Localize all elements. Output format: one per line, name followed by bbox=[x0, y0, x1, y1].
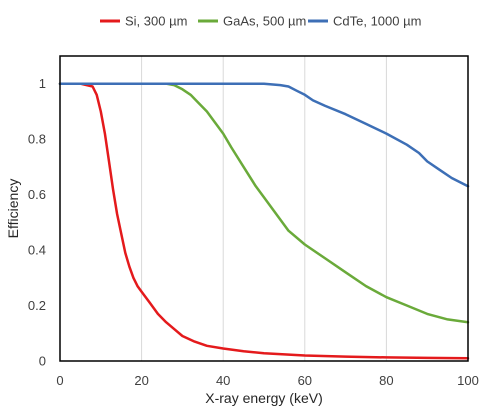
x-tick-label: 80 bbox=[379, 373, 393, 388]
series-line-0 bbox=[58, 82, 470, 360]
series-layer bbox=[58, 82, 470, 360]
y-tick-label: 0 bbox=[39, 354, 46, 369]
y-tick-label: 0.2 bbox=[28, 298, 46, 313]
y-axis-title: Efficiency bbox=[5, 179, 21, 239]
x-tick-label: 0 bbox=[56, 373, 63, 388]
tick-layer: 0 20 40 60 80 100 0 0.2 0.4 0.6 0.8 1 bbox=[28, 76, 479, 388]
y-tick-label: 0.4 bbox=[28, 243, 46, 258]
x-axis-title: X-ray energy (keV) bbox=[205, 390, 322, 406]
y-tick-label: 0.8 bbox=[28, 132, 46, 147]
series-line-1 bbox=[58, 82, 470, 324]
legend: Si, 300 µm GaAs, 500 µm CdTe, 1000 µm bbox=[100, 14, 421, 29]
x-tick-label: 100 bbox=[457, 373, 479, 388]
legend-label-1: GaAs, 500 µm bbox=[223, 14, 306, 29]
x-tick-label: 60 bbox=[298, 373, 312, 388]
y-tick-label: 1 bbox=[39, 76, 46, 91]
legend-label-0: Si, 300 µm bbox=[125, 14, 187, 29]
grid-layer bbox=[141, 56, 387, 361]
series-line-2 bbox=[58, 82, 470, 188]
x-tick-label: 20 bbox=[134, 373, 148, 388]
legend-label-2: CdTe, 1000 µm bbox=[333, 14, 421, 29]
y-tick-label: 0.6 bbox=[28, 187, 46, 202]
plot-area-frame bbox=[59, 55, 469, 362]
x-tick-label: 40 bbox=[216, 373, 230, 388]
